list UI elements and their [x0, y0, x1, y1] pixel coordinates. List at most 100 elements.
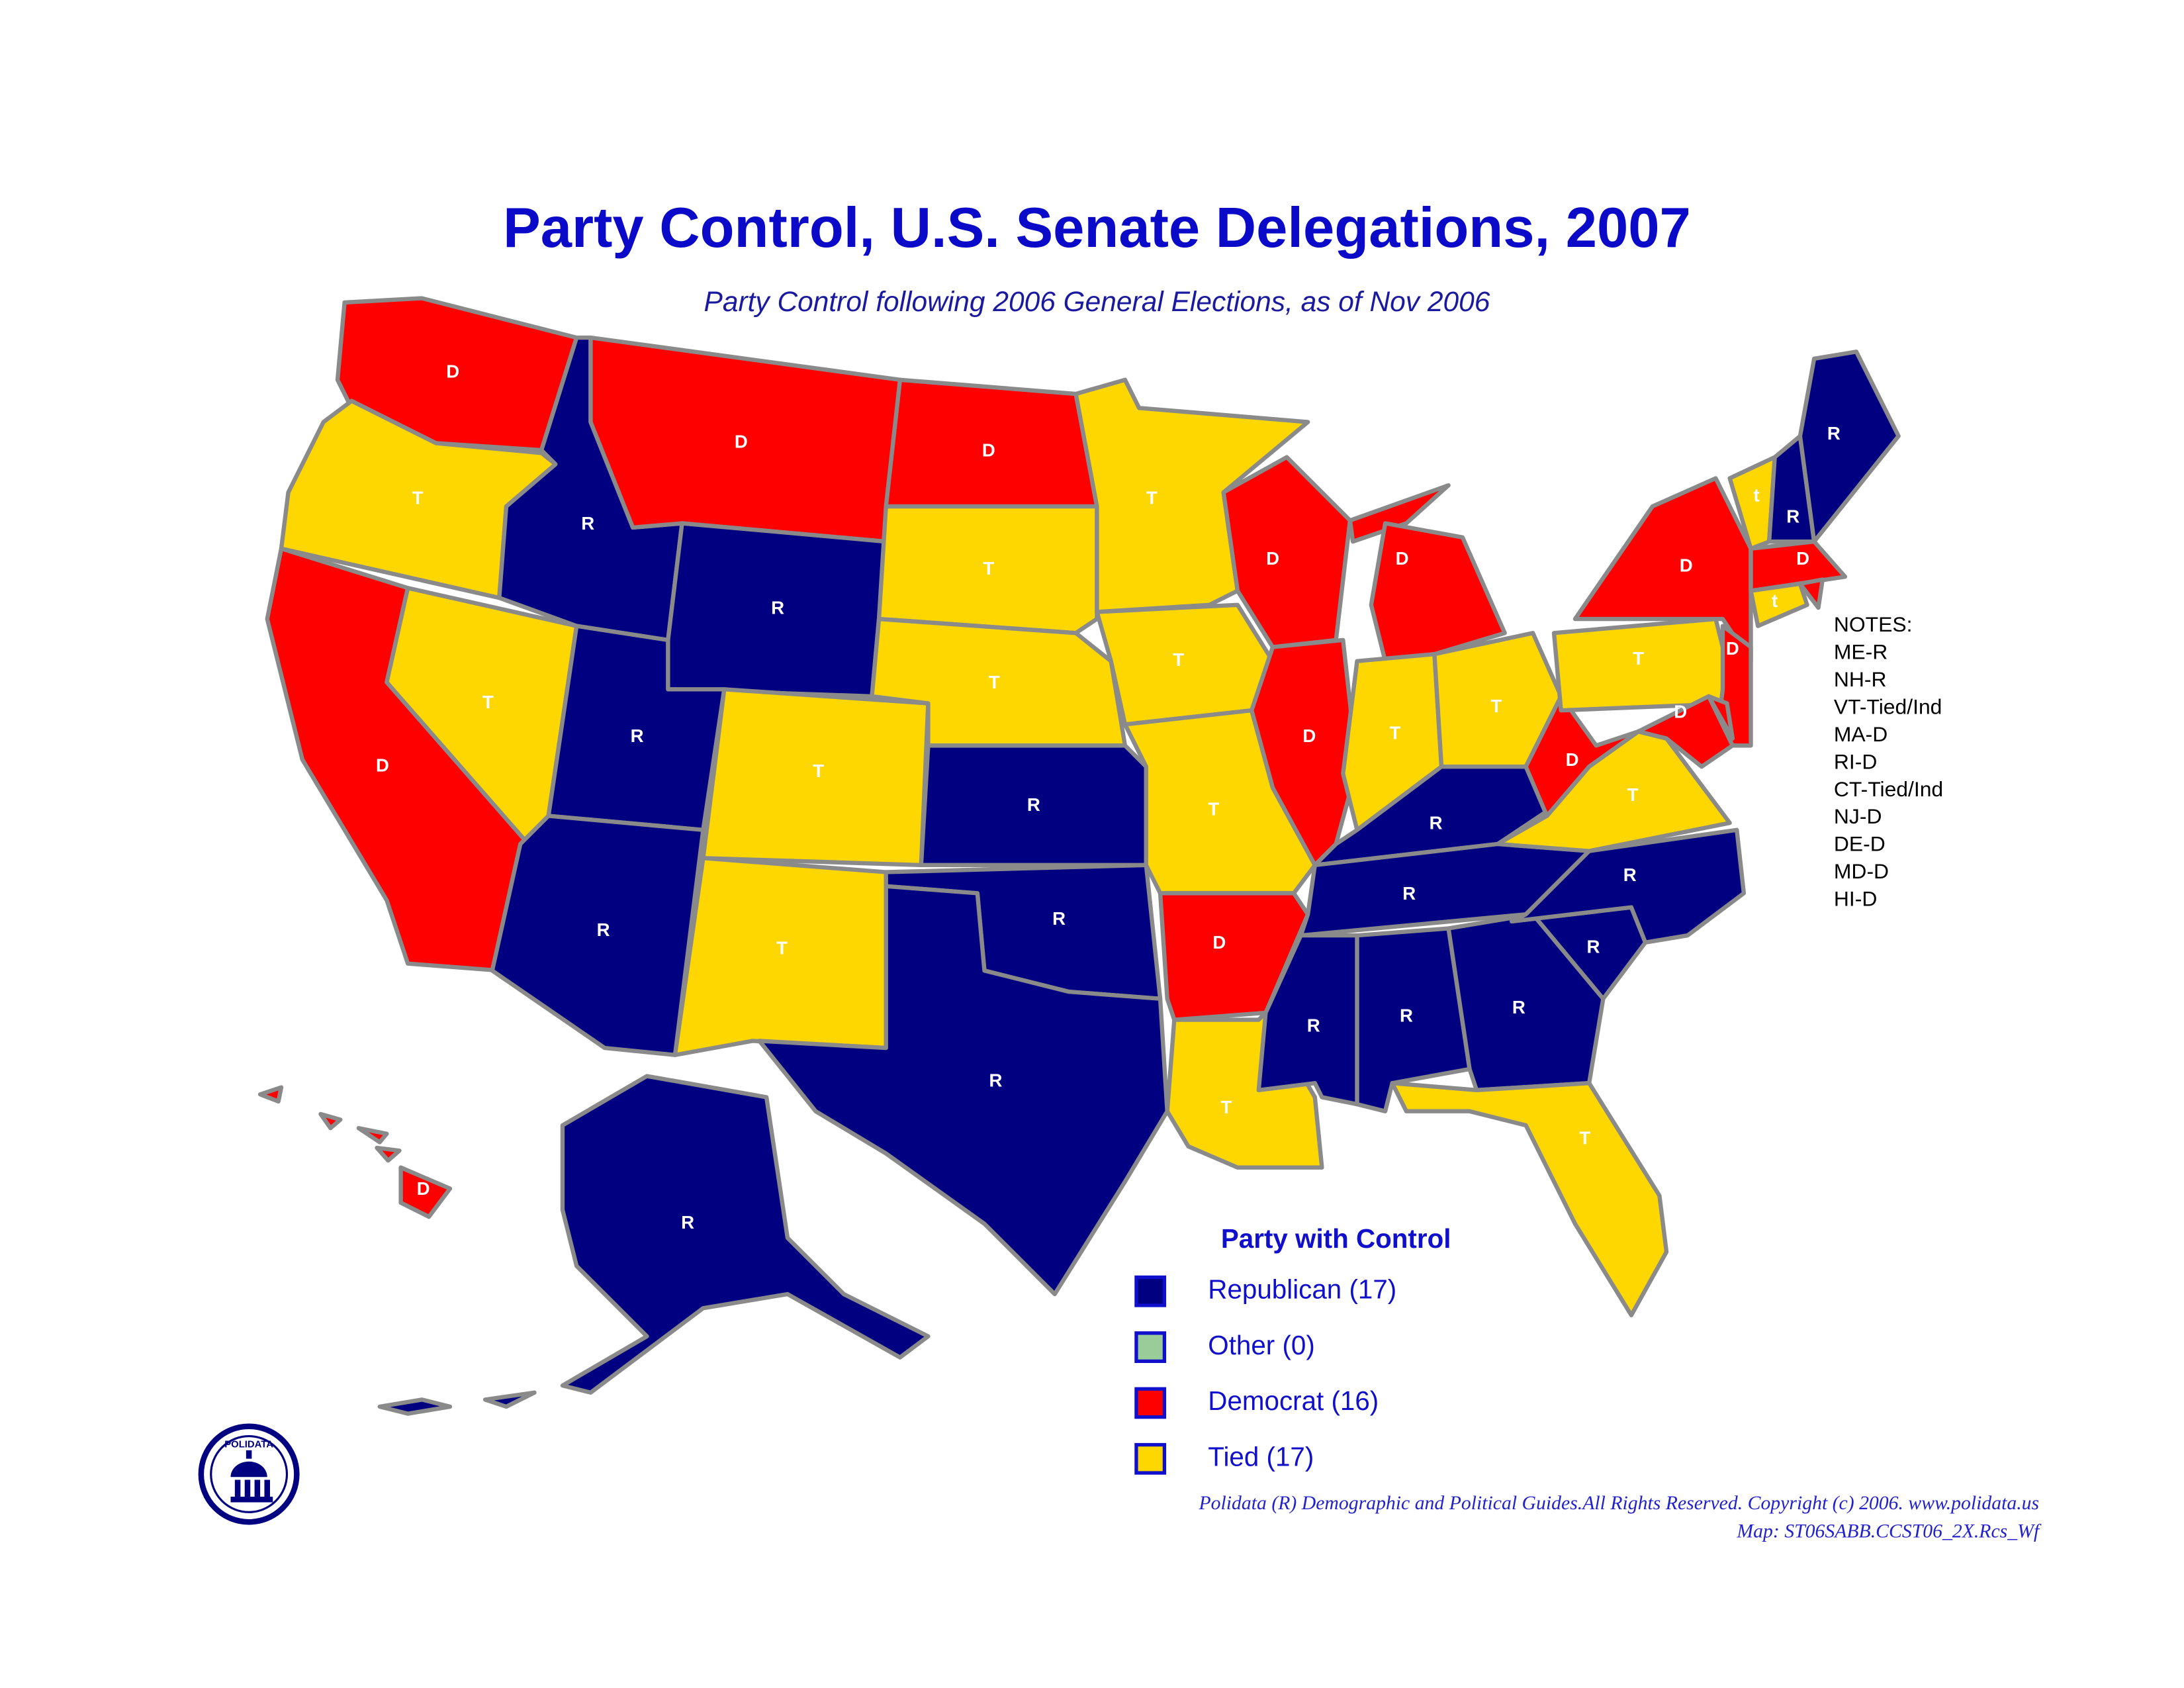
legend: Party with Control Republican (17) Other (…	[1134, 1223, 1451, 1475]
state-label: D	[1302, 726, 1316, 746]
state	[257, 1085, 284, 1104]
state	[318, 1111, 343, 1131]
state-label: R	[1307, 1015, 1320, 1036]
state-label: t	[1753, 485, 1759, 505]
title: Party Control, U.S. Senate Delegations, …	[503, 197, 1691, 259]
state-label: D	[446, 361, 459, 381]
state	[876, 504, 1099, 635]
state-label: R	[681, 1212, 694, 1233]
state-label: t	[1772, 590, 1778, 611]
state-label: R	[771, 597, 784, 618]
state-label: T	[1633, 648, 1644, 669]
state	[398, 1165, 453, 1219]
state	[1510, 827, 1747, 945]
note-line: NJ-D	[1834, 804, 1882, 828]
legend-swatch	[1134, 1442, 1167, 1475]
state-label: R	[1052, 908, 1066, 929]
state-label: R	[1402, 883, 1416, 904]
state	[482, 1390, 537, 1409]
state-label: T	[1220, 1097, 1232, 1117]
notes: NOTES: ME-R NH-R VT-Tied/Ind MA-D RI-D CT-Tied…	[1834, 612, 1943, 910]
state-label: T	[776, 938, 788, 959]
note-line: DE-D	[1834, 832, 1886, 856]
state-label: T	[983, 558, 994, 579]
state-label: R	[1430, 813, 1443, 833]
state-label: D	[1674, 702, 1687, 722]
state-label: D	[1396, 548, 1409, 569]
state-label: D	[982, 440, 995, 460]
state	[1636, 694, 1735, 769]
note-line: ME-R	[1834, 640, 1888, 664]
state-label: R	[581, 513, 594, 534]
note-line: MA-D	[1834, 722, 1888, 746]
legend-swatch	[1134, 1275, 1167, 1307]
logo: POLIDATA	[198, 1423, 300, 1525]
state-label: R	[1827, 423, 1841, 444]
legend-title: Party with Control	[1221, 1223, 1451, 1254]
state	[377, 1397, 453, 1416]
state-label: R	[1400, 1006, 1413, 1026]
state-label: T	[1173, 649, 1184, 670]
state-label: T	[1627, 784, 1639, 805]
legend-label: Other (0)	[1208, 1330, 1314, 1360]
note-line: VT-Tied/Ind	[1834, 694, 1942, 718]
footer-line: Map: ST06SABB.CCST06_2X.Rcs_Wf	[1736, 1521, 2041, 1542]
state-label: T	[1389, 723, 1400, 743]
subtitle: Party Control following 2006 General Ele…	[704, 287, 1490, 318]
state	[1390, 1081, 1669, 1318]
note-line: NH-R	[1834, 667, 1887, 691]
logo-text: POLIDATA	[224, 1439, 273, 1450]
state-label: R	[597, 919, 610, 940]
state	[1749, 581, 1809, 628]
state	[757, 884, 1169, 1297]
state-label: T	[1146, 488, 1158, 508]
state-label: D	[1726, 638, 1739, 659]
state-label: D	[1266, 548, 1279, 569]
state-label: D	[735, 432, 748, 452]
footer-line: Polidata (R) Demographic and Political G…	[1199, 1492, 2040, 1514]
state-label: T	[1208, 798, 1219, 819]
state-label: R	[1027, 794, 1040, 815]
legend-label: Tied (17)	[1208, 1441, 1314, 1472]
state	[375, 1145, 402, 1163]
state	[1797, 577, 1825, 610]
state	[356, 1126, 389, 1145]
note-line: HI-D	[1834, 886, 1877, 910]
state	[1256, 933, 1359, 1107]
legend-swatch	[1134, 1387, 1167, 1419]
note-line: NOTES:	[1834, 612, 1913, 636]
state-label: D	[1796, 548, 1809, 569]
state	[1095, 602, 1275, 727]
state	[490, 814, 705, 1057]
state-label: R	[1786, 506, 1799, 526]
state-label: D	[417, 1178, 430, 1199]
state-label: D	[1680, 555, 1693, 576]
state-label: R	[1587, 937, 1600, 957]
state-label: D	[1566, 749, 1579, 770]
legend-swatch	[1134, 1331, 1167, 1363]
state-label: T	[989, 672, 1000, 692]
note-line: MD-D	[1834, 859, 1889, 883]
logo-capitol	[224, 1450, 273, 1503]
state	[1347, 483, 1451, 544]
legend-label: Democrat (16)	[1208, 1385, 1379, 1416]
state	[1797, 350, 1901, 544]
states: D T D T R D R R R T T D T T R R R T T T D T D D D T T R R R R R T R R T D T Dt…	[257, 296, 1901, 1416]
state-label: T	[482, 692, 494, 712]
state-label: T	[813, 761, 824, 781]
state-label: R	[1512, 997, 1525, 1017]
note-line: RI-D	[1834, 749, 1877, 773]
state	[560, 1074, 931, 1395]
state-label: D	[1212, 932, 1226, 953]
logo-inner-ring	[210, 1434, 289, 1513]
state-label: R	[631, 726, 644, 746]
note-line: CT-Tied/Ind	[1834, 777, 1943, 801]
state-label: R	[1623, 865, 1637, 885]
state-label: D	[376, 755, 389, 775]
state-label: T	[1490, 696, 1502, 716]
state-label: R	[989, 1070, 1002, 1090]
state-label: T	[412, 488, 424, 508]
legend-label: Republican (17)	[1208, 1274, 1396, 1304]
state-label: T	[1579, 1128, 1590, 1149]
